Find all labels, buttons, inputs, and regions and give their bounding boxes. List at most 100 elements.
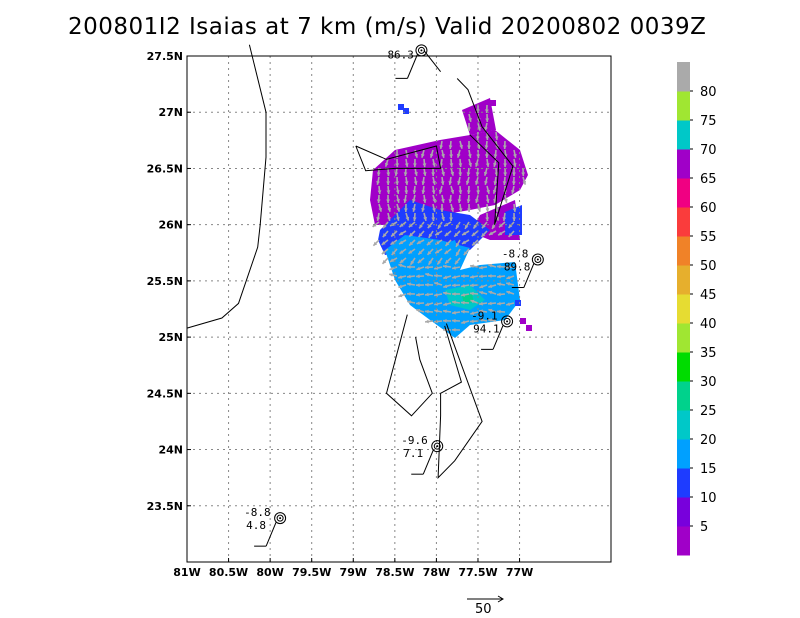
wind-vector-head (437, 224, 442, 229)
wind-vector-head (479, 318, 484, 322)
wind-vector-head (407, 300, 411, 304)
wind-vector-head (488, 301, 492, 306)
wind-vector-head (479, 309, 483, 314)
wind-vector-head (470, 291, 474, 296)
wind-vector-head (387, 217, 391, 221)
wind-vector-head (483, 171, 488, 176)
wind-vector-head (435, 231, 440, 236)
wind-vector-head (443, 309, 447, 314)
wind-vector-head (485, 118, 490, 122)
colorbar-swatch (677, 120, 690, 150)
wind-vector-head (376, 181, 380, 185)
wind-vector-head (485, 208, 490, 212)
wind-vector-head (475, 199, 479, 203)
wind-vector-head (462, 231, 467, 236)
station-marker: 86.3 (387, 44, 428, 79)
wind-vector-head (462, 240, 466, 244)
colorbar-swatch (677, 439, 690, 469)
colorbar-label: 75 (700, 114, 717, 129)
wind-vector-head (472, 241, 476, 246)
wind-vector-head (477, 207, 481, 212)
wind-vector-head (381, 250, 386, 255)
wind-vector-head (391, 251, 396, 255)
wind-vector-head (466, 190, 471, 194)
wind-vector-head (412, 217, 417, 221)
wind-vector-head (409, 241, 414, 246)
wind-vector-head (421, 153, 425, 158)
wind-vector-head (412, 198, 416, 203)
station-marker: -8.84.8 (244, 506, 287, 547)
wind-vector-head (475, 180, 479, 185)
wind-vector-head (407, 265, 411, 269)
wind-vector-head (466, 172, 471, 176)
wind-vector-head (488, 318, 492, 323)
station-temp: -8.8 (244, 506, 270, 519)
colorbar-swatch (677, 178, 690, 208)
wind-vector-head (476, 190, 481, 194)
wind-vector-head (488, 263, 493, 268)
wind-vector-head (426, 241, 431, 246)
lat-tick-label: 26N (158, 219, 183, 232)
colorbar-swatch (677, 91, 690, 121)
wind-vector-head (456, 242, 460, 247)
station-temp: -9.6 (401, 434, 428, 447)
wind-vector-head (452, 292, 456, 296)
wind-vector-head (512, 172, 516, 176)
wind-vector-head (479, 301, 483, 306)
wind-vector-head (448, 181, 453, 185)
wind-vector-head (512, 163, 517, 167)
wind-vector-head (440, 208, 444, 212)
wind-vector-head (386, 190, 391, 194)
wind-vector-head (409, 232, 414, 237)
wind-vector-head (497, 301, 501, 306)
wind-vector-head (479, 284, 484, 289)
wind-vector-head (468, 162, 472, 167)
colorbar-label: 65 (700, 172, 717, 187)
colorbar-swatch (677, 468, 690, 498)
wind-vector-head (427, 251, 432, 255)
wind-vector-head (484, 181, 488, 185)
station-dot (536, 258, 539, 261)
wind-vector-head (470, 283, 474, 288)
wind-vector-head (484, 145, 489, 149)
station-ring-inner (276, 514, 284, 522)
wind-vector-head (458, 190, 463, 194)
colorbar-swatch (677, 236, 690, 266)
station-barb (406, 54, 418, 79)
station-dot (436, 445, 439, 448)
wind-vector-head (479, 274, 483, 279)
wind-vector-head (449, 163, 454, 167)
wind-vector-head (416, 266, 421, 271)
station-ring-inner (433, 442, 441, 450)
wind-field-region (440, 240, 460, 262)
wind-vector-head (457, 199, 462, 203)
wind-vector-head (443, 275, 448, 280)
colorbar: 5 10 15 20 25 30 35 40 45 50 55 60 65 70 75 80 (677, 62, 717, 556)
wind-vector-head (398, 284, 403, 289)
wind-vector-head (443, 318, 447, 323)
lon-tick-label: 79W (340, 566, 367, 579)
colorbar-swatch (677, 410, 690, 440)
wind-vector-head (452, 318, 456, 323)
wind-vector-head (450, 171, 455, 176)
wind-vector-head (503, 163, 507, 167)
wind-vector-head (465, 224, 469, 229)
station-barb (422, 449, 434, 475)
wind-vector-head (425, 265, 429, 270)
station-barb (523, 263, 535, 288)
coastlines (186, 44, 514, 479)
lat-tick-label: 25.5N (147, 275, 183, 288)
colorbar-label: 10 (700, 491, 717, 506)
lon-tick-label: 79.5W (292, 566, 331, 579)
station-ring-outer (274, 512, 287, 525)
wind-vector-head (382, 224, 387, 229)
wind-vector-head (508, 224, 513, 228)
wind-vector-head (444, 232, 449, 237)
wind-vector-head (475, 172, 480, 176)
lon-tick-label: 78W (423, 566, 450, 579)
wind-vector-head (484, 154, 489, 158)
wind-vector-head (488, 290, 493, 295)
coastline (456, 78, 514, 225)
wind-vector-head (455, 260, 459, 265)
wind-vector-head (468, 117, 472, 122)
